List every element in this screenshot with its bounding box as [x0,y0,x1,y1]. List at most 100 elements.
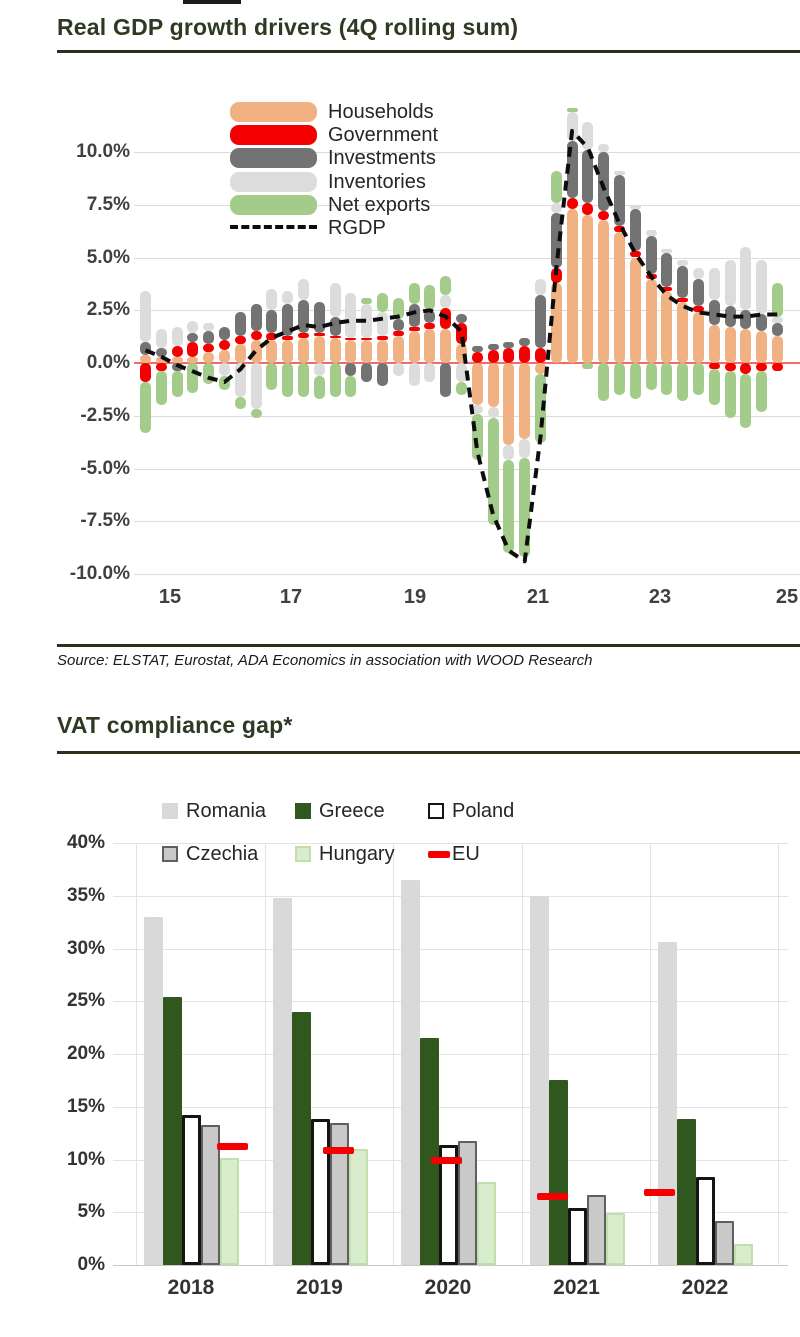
bar-czechia-2020 [458,1140,477,1265]
bar-segment-government [203,344,215,353]
bar-segment-investments [756,314,768,332]
bar-segment-investments [519,337,531,347]
vat-gap-chart: 40% 35% 30% 25% 20% 15% 10% 5% 0% 2018 2019 2020 202… [0,760,800,1337]
legend-label: Poland [452,800,515,822]
chart2-title-rule [57,751,800,754]
bar-segment-government [361,337,373,340]
gridline-h [113,1001,788,1003]
bar-segment-households [519,363,531,439]
bar-segment-government [171,346,183,357]
bar-segment-investments [345,363,357,376]
bar-segment-net-exports [724,371,736,418]
legend-item-eu: EU [428,843,558,865]
gridline-h [134,310,800,312]
bar-segment-inventories [471,405,483,414]
bar-poland-2021 [567,1208,587,1265]
legend-swatch-government [230,125,317,146]
bar-segment-government [566,198,578,209]
x-tick-label: 2022 [681,1276,729,1299]
bar-czechia-2019 [329,1122,349,1265]
bar-segment-inventories [566,111,578,142]
bar-segment-households [772,335,783,363]
bar-segment-inventories [266,289,278,311]
bar-romania-2020 [401,879,420,1265]
bar-segment-net-exports [614,363,625,395]
bar-segment-households [582,215,594,363]
bar-segment-government [740,363,752,374]
gridline-h [134,204,800,206]
bar-segment-investments [708,299,720,325]
bar-segment-investments [772,322,783,336]
legend-item-romania: Romania [162,800,292,822]
bar-segment-government [313,333,325,336]
bar-czechia-2021 [586,1195,606,1265]
bar-segment-investments [693,278,704,307]
bar-segment-government [519,346,531,363]
eu-dash-marker [430,1157,462,1165]
bar-segment-net-exports [361,297,373,304]
bar-romania-2019 [272,897,292,1265]
bar-segment-investments [614,175,625,226]
bar-segment-net-exports [408,282,420,304]
chart1-title-rule [57,50,800,53]
legend-item-households: Households [230,101,460,124]
bar-segment-government [219,339,230,351]
bar-segment-investments [155,348,167,357]
gridline-h [113,1106,788,1108]
x-tick-label: 23 [648,586,672,608]
legend-item-government: Government [230,124,460,147]
gridline-h [113,948,788,950]
bar-segment-investments [282,303,294,336]
bar-segment-investments [566,141,578,199]
bar-segment-inventories [708,268,720,300]
bar-segment-net-exports [250,409,262,418]
bar-segment-government [250,331,262,340]
legend-item-czechia: Czechia [162,843,292,865]
bar-segment-net-exports [471,413,483,461]
bar-romania-2018 [144,916,163,1265]
y-tick-label: 30% [66,937,105,959]
bar-segment-government [408,327,420,332]
bar-segment-government [456,322,467,344]
gridline-h [113,895,788,897]
gridline-h [134,468,800,470]
y-tick-label: 5% [77,1201,105,1223]
bar-segment-households [377,339,388,363]
bar-segment-government [535,348,546,363]
bar-segment-government [140,363,151,382]
gridline-v [136,843,137,1265]
bar-segment-investments [677,265,689,298]
bar-segment-investments [298,299,309,334]
bar-segment-inventories [377,312,388,336]
bar-segment-households [392,335,404,363]
bar-segment-households [566,208,578,363]
bar-segment-net-exports [203,363,215,385]
bar-segment-households [329,337,341,363]
bar-segment-inventories [629,204,641,209]
bar-segment-investments [740,310,752,330]
bar-segment-investments [203,331,215,344]
bar-segment-inventories [582,122,594,150]
bar-greece-2020 [420,1038,439,1265]
bar-segment-households [298,337,309,363]
bar-hungary-2019 [348,1148,368,1265]
legend-swatch-net-exports [230,194,317,215]
legend-item-rgdp: RGDP [230,217,460,240]
source-divider [57,644,800,647]
bar-segment-households [155,356,167,363]
bar-segment-government [708,363,720,370]
legend-label: Inventories [328,170,426,193]
bar-segment-households [614,232,625,363]
bar-segment-net-exports [424,284,436,311]
bar-segment-inventories [677,259,689,266]
bar-segment-net-exports [440,276,452,296]
bar-segment-investments [266,310,278,334]
x-tick-label: 2020 [424,1276,472,1299]
bar-segment-net-exports [708,369,720,406]
x-tick-label: 21 [526,586,550,608]
bar-segment-households [661,291,673,363]
bar-segment-households [740,329,752,363]
x-tick-label: 15 [158,586,182,608]
bar-segment-net-exports [693,363,704,395]
bar-segment-households [171,356,183,363]
